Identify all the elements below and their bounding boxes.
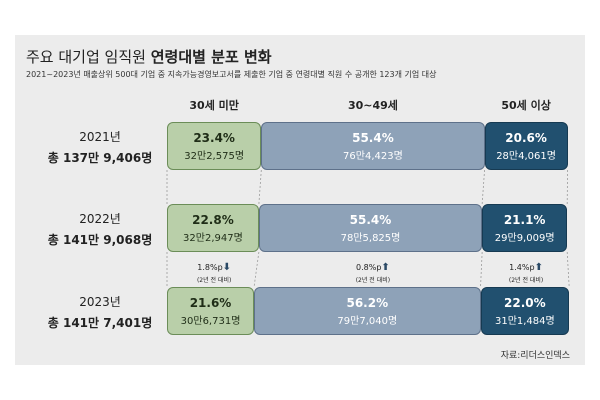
- change-indicator: 0.8%p⬆ (2년 전 대비): [261, 262, 484, 284]
- change-indicator: 1.8%p⬇ (2년 전 대비): [167, 262, 261, 284]
- percent-label: 55.4%: [349, 213, 392, 227]
- series-under30-bar: 23.4% 32만2,575명: [167, 122, 262, 170]
- arrow-down-icon: ⬇: [222, 262, 232, 273]
- change-text: 1.4%p: [509, 263, 535, 272]
- series-50plus-bar: 21.1% 29만9,009명: [482, 204, 568, 252]
- change-note: (2년 전 대비): [355, 277, 391, 284]
- year-text: 2023년: [79, 295, 121, 309]
- guide-line: [253, 251, 260, 288]
- chart-subtitle: 2021~2023년 매출상위 500대 기업 중 지속가능경영보고서를 제출한…: [26, 70, 437, 79]
- series-under30-bar: 21.6% 30만6,731명: [167, 287, 255, 335]
- percent-label: 21.1%: [503, 213, 546, 227]
- guide-line: [566, 251, 570, 288]
- count-label: 79만7,040명: [337, 316, 398, 327]
- percent-label: 21.6%: [189, 296, 232, 310]
- change-value: 0.8%p⬆: [261, 262, 484, 273]
- count-label: 30만6,731명: [180, 316, 241, 327]
- year-text: 2022년: [79, 212, 121, 226]
- change-value: 1.8%p⬇: [167, 262, 261, 273]
- count-label: 32만2,575명: [184, 151, 245, 162]
- total-employees: 총 141만 9,068명: [47, 233, 153, 247]
- title-plain: 주요 대기업 임직원: [26, 48, 146, 66]
- guide-line: [258, 169, 262, 205]
- count-label: 29만9,009명: [494, 233, 555, 244]
- change-note: (2년 전 대비): [196, 277, 232, 284]
- total-employees: 총 137만 9,406명: [47, 151, 153, 165]
- count-label: 76만4,423명: [343, 151, 403, 162]
- change-note: (2년 전 대비): [508, 277, 544, 284]
- series-50plus-bar: 20.6% 28만4,061명: [484, 122, 568, 170]
- change-text: 0.8%p: [356, 263, 382, 272]
- change-indicator: 1.4%p⬆ (2년 전 대비): [485, 262, 568, 284]
- title-bold: 연령대별 분포 변화: [150, 48, 272, 66]
- percent-label: 22.8%: [192, 213, 234, 227]
- change-value: 1.4%p⬆: [485, 262, 568, 273]
- guide-line: [481, 169, 485, 205]
- count-label: 31만1,484명: [494, 316, 555, 327]
- count-label: 28만4,061명: [496, 151, 556, 162]
- guide-line: [480, 251, 483, 288]
- series-30-49-bar: 55.4% 78만5,825명: [258, 204, 483, 252]
- chart-title: 주요 대기업 임직원 연령대별 분포 변화: [26, 46, 272, 67]
- percent-label: 56.2%: [346, 296, 389, 310]
- arrow-up-icon: ⬆: [534, 262, 543, 273]
- source-label: 자료:리더스인덱스: [500, 351, 570, 361]
- series-30-49-bar: 56.2% 79만7,040명: [254, 287, 481, 335]
- total-employees: 총 141만 7,401명: [47, 316, 153, 330]
- percent-label: 23.4%: [193, 131, 235, 145]
- series-30-49-bar: 55.4% 76만4,423명: [261, 122, 485, 170]
- column-header: 30세 미만: [189, 99, 239, 112]
- series-under30-bar: 22.8% 32만2,947명: [167, 204, 259, 252]
- count-label: 78만5,825명: [340, 233, 401, 244]
- percent-label: 55.4%: [352, 131, 394, 145]
- percent-label: 20.6%: [505, 131, 547, 145]
- column-header: 50세 이상: [501, 99, 551, 112]
- year-text: 2021년: [79, 130, 121, 144]
- series-50plus-bar: 22.0% 31만1,484명: [480, 287, 570, 335]
- arrow-up-icon: ⬆: [381, 262, 390, 273]
- count-label: 32만2,947명: [183, 233, 243, 244]
- percent-label: 22.0%: [504, 296, 546, 310]
- column-header: 30~49세: [347, 99, 398, 112]
- change-text: 1.8%p: [197, 263, 223, 272]
